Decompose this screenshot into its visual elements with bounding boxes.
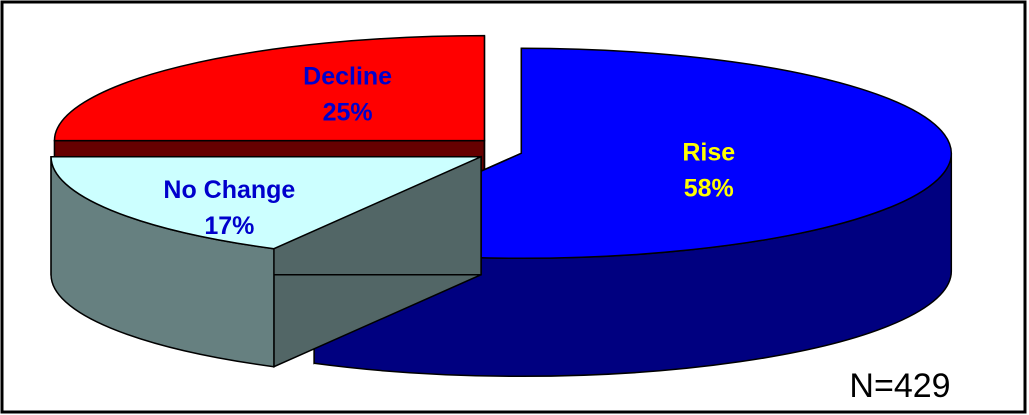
- slice: [50, 155, 482, 368]
- slice-label: Decline: [303, 63, 392, 91]
- value-label: 58%: [684, 174, 734, 202]
- slice-label: No Change: [163, 176, 295, 204]
- slice-top: [53, 34, 486, 142]
- slice-label: Rise: [682, 138, 735, 166]
- slice-top: [50, 155, 482, 250]
- value-label: 17%: [204, 212, 254, 240]
- value-label: 25%: [323, 99, 373, 127]
- annotation: N=429: [849, 367, 950, 405]
